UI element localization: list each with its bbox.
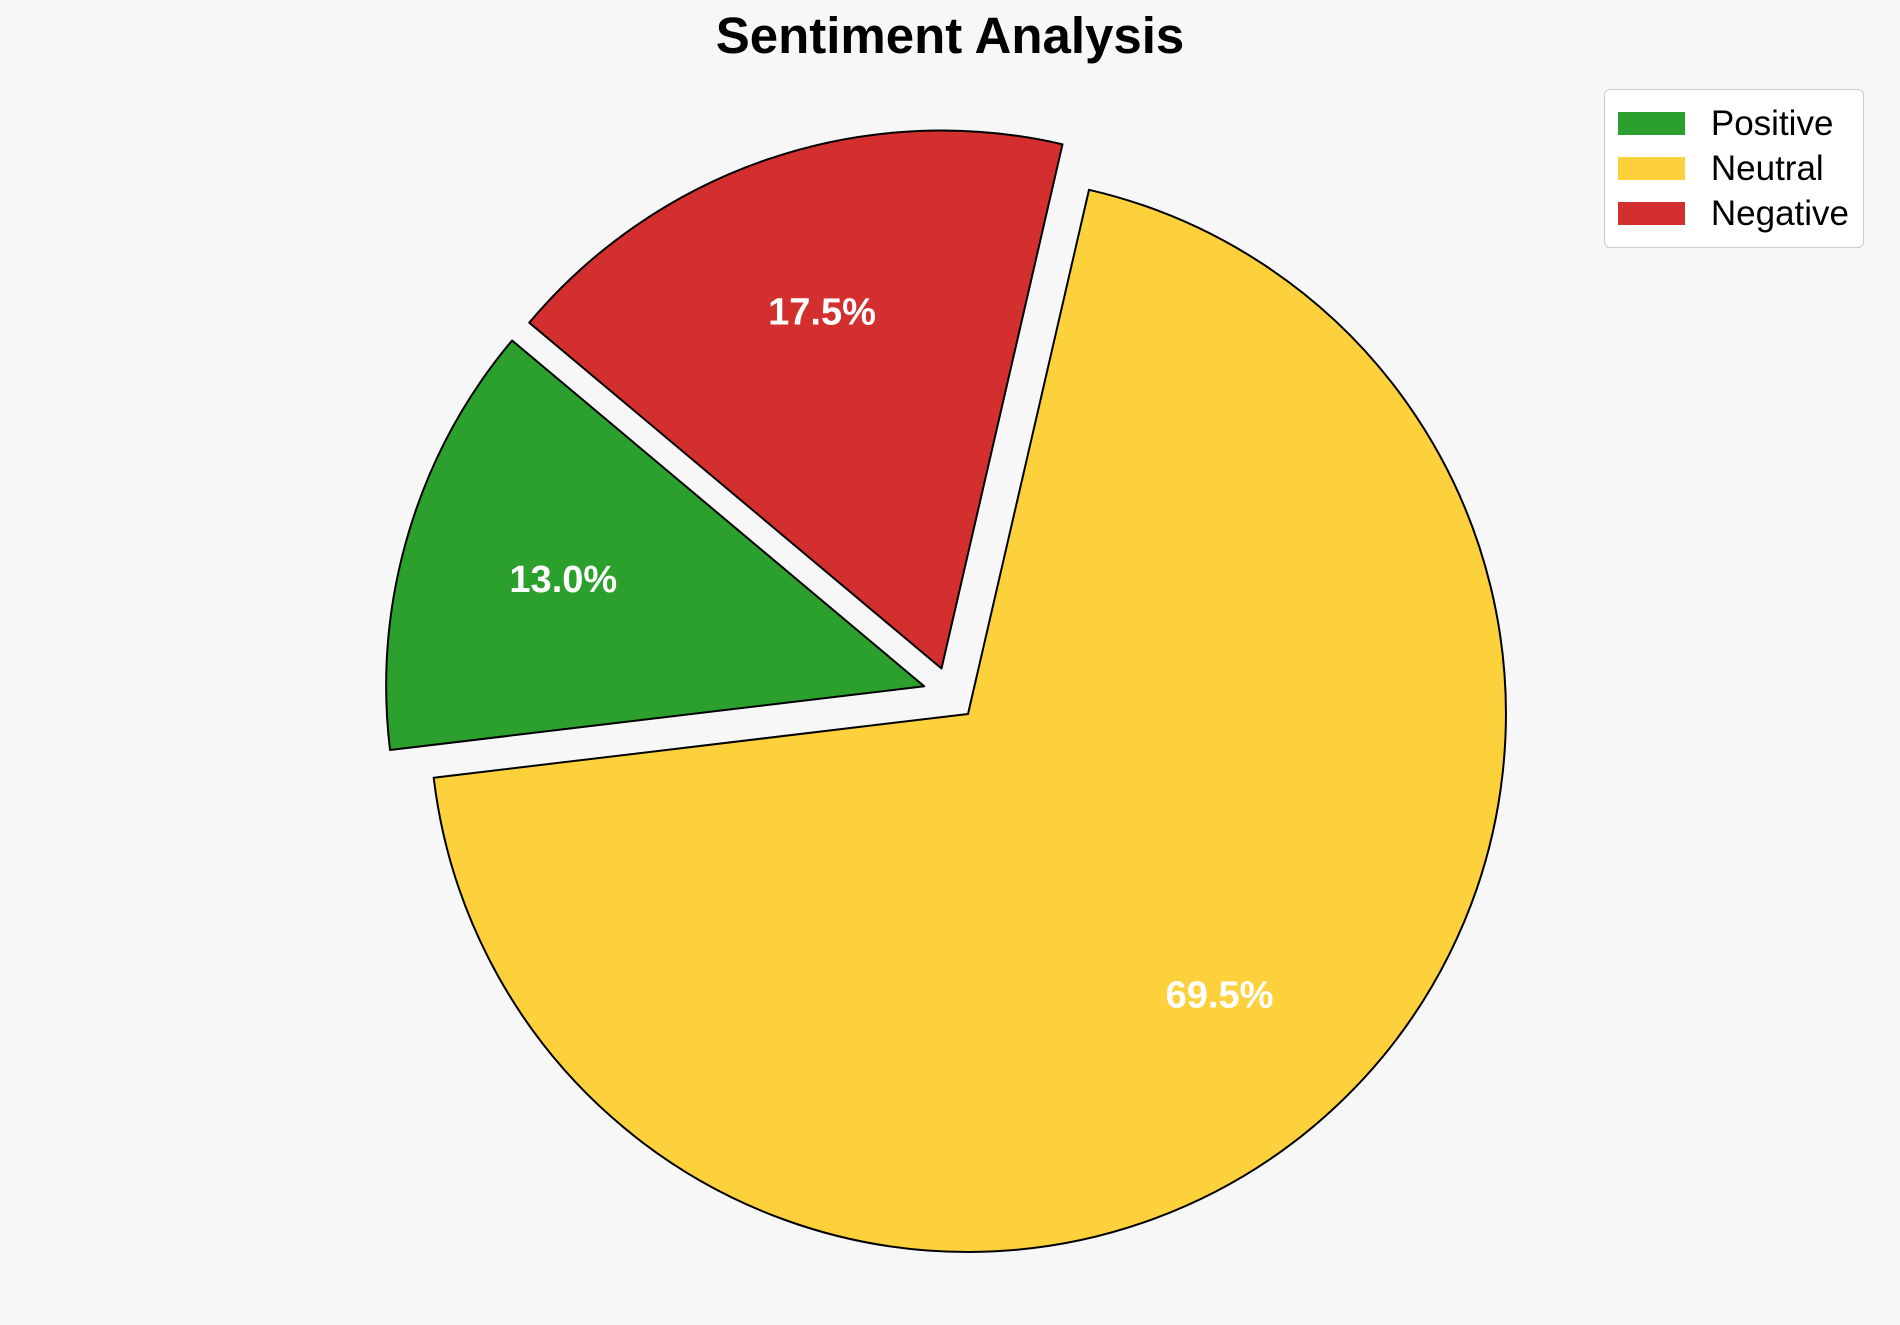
legend-item-positive: Positive — [1617, 101, 1849, 146]
pie-slice-positive — [385, 339, 926, 751]
legend-label-positive: Positive — [1710, 104, 1834, 143]
legend-swatch-negative — [1617, 202, 1685, 225]
legend-label-negative: Negative — [1710, 194, 1849, 233]
legend-item-negative: Negative — [1617, 191, 1849, 236]
chart-title: Sentiment Analysis — [715, 7, 1185, 64]
legend: Positive Neutral Negative — [1603, 89, 1864, 248]
legend-item-neutral: Neutral — [1617, 146, 1849, 191]
legend-swatch-positive — [1617, 112, 1685, 135]
pie-label-positive: 13.0% — [509, 559, 617, 601]
pie-label-neutral: 69.5% — [1166, 975, 1274, 1017]
legend-label-neutral: Neutral — [1710, 149, 1824, 188]
pie-label-negative: 17.5% — [768, 292, 876, 334]
pie-slice-negative — [528, 129, 1064, 670]
pie-slice-neutral — [432, 188, 1507, 1253]
legend-swatch-neutral — [1617, 157, 1685, 180]
